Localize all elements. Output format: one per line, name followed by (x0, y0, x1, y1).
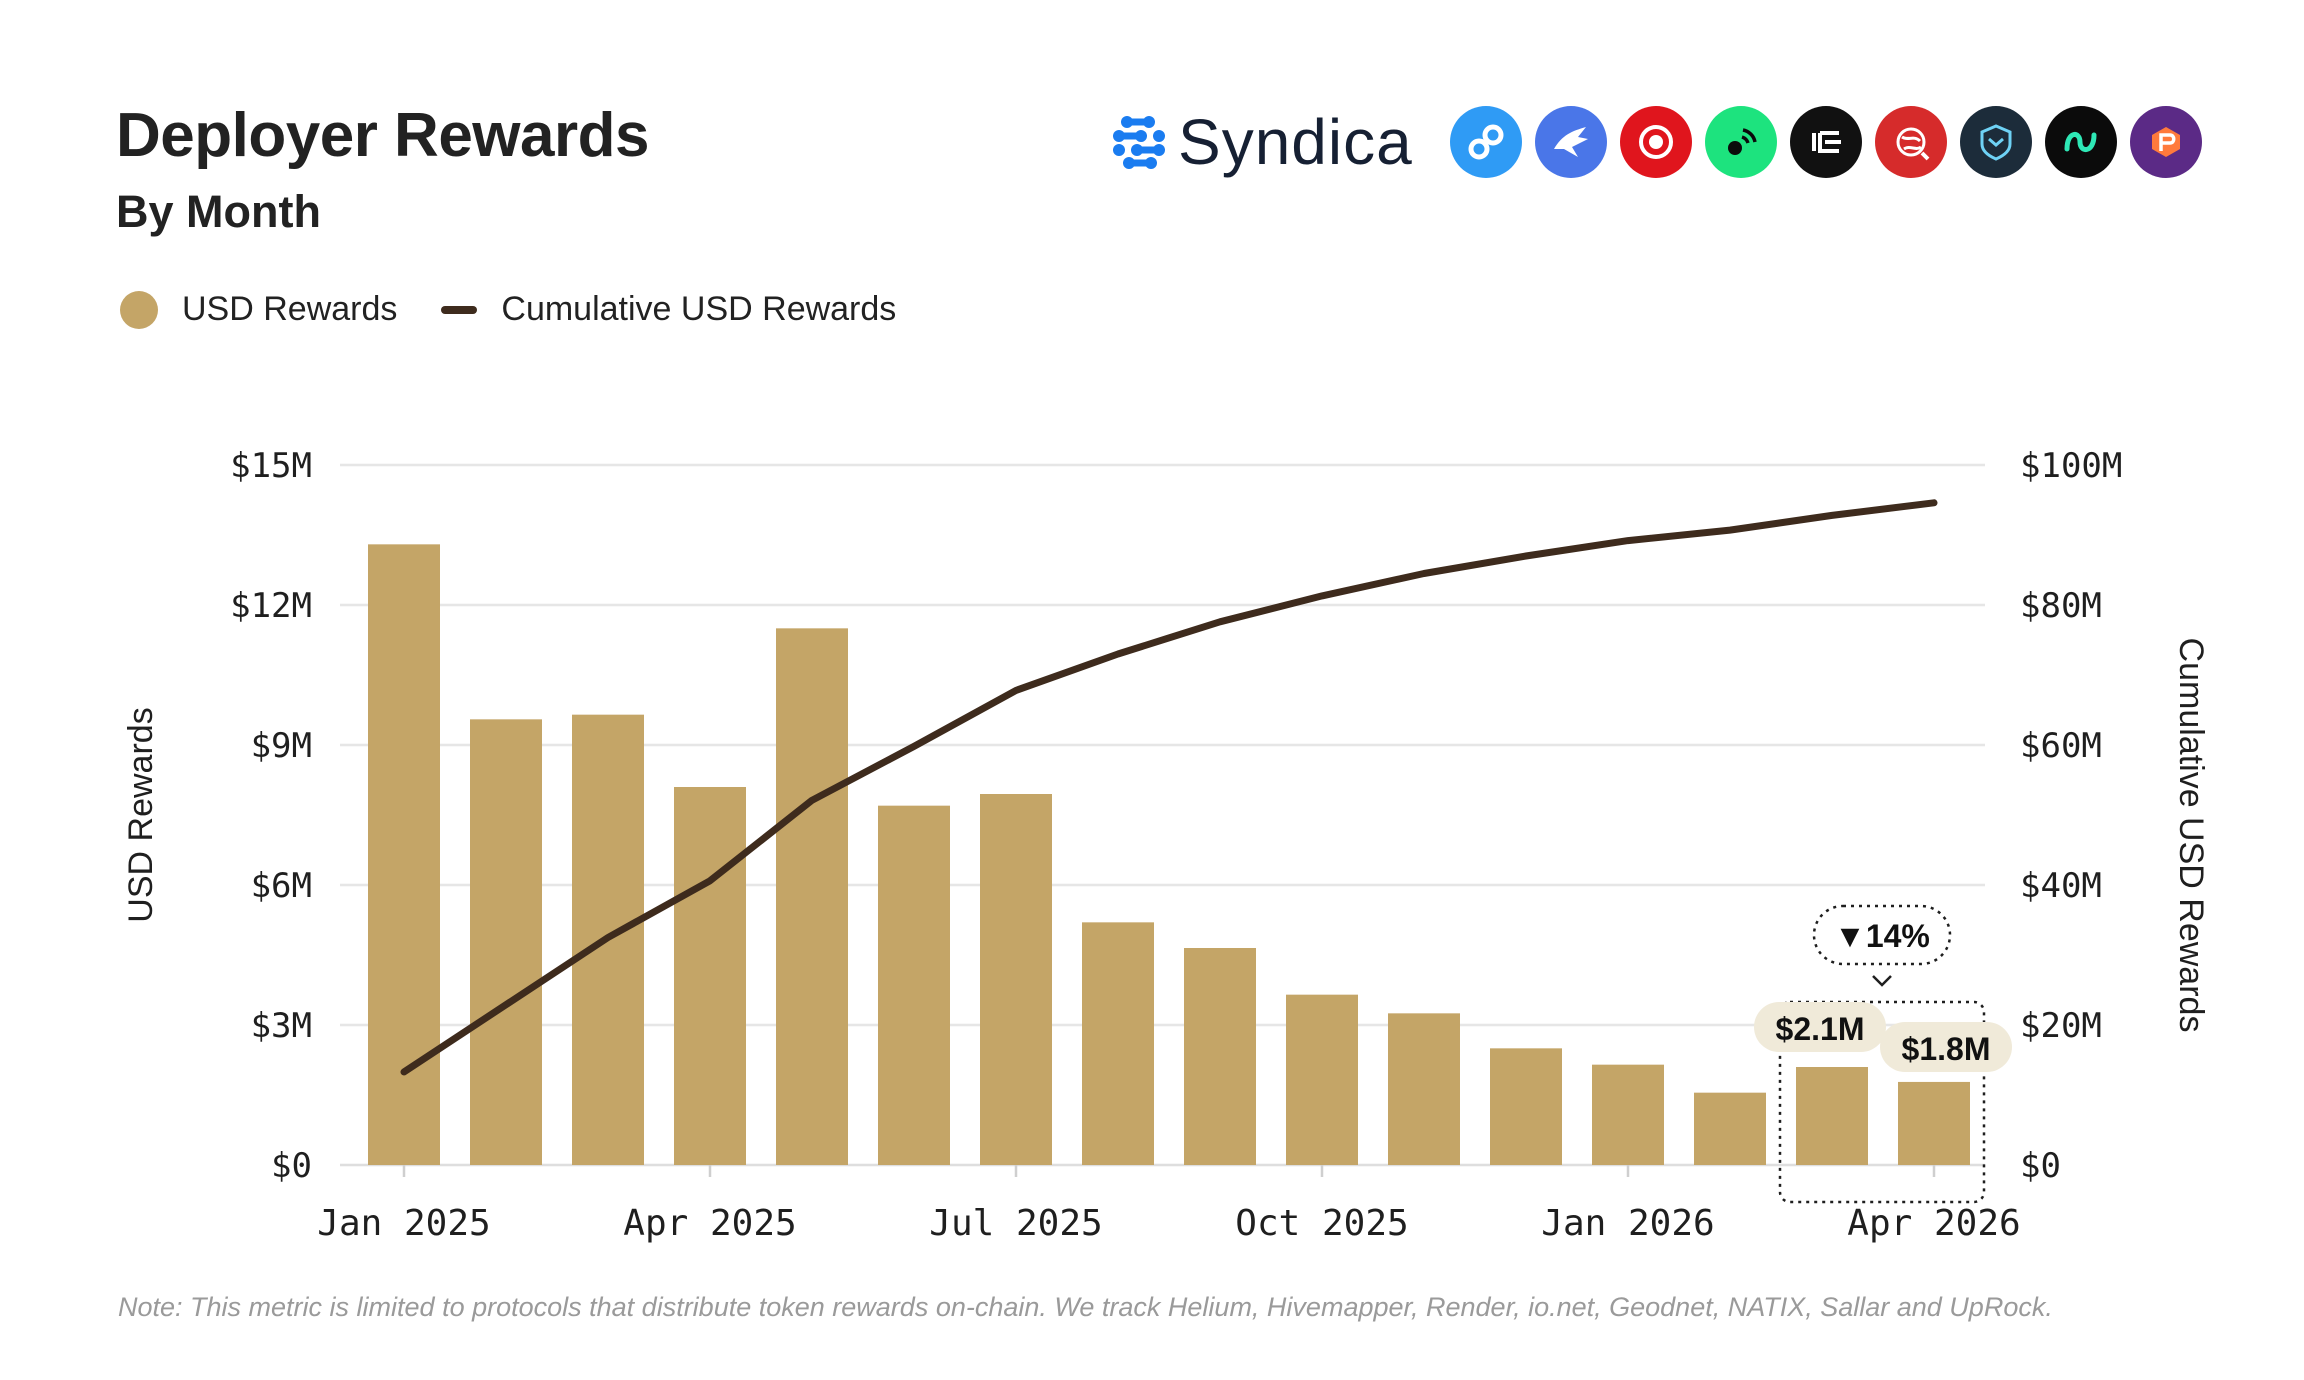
bar (1082, 922, 1154, 1165)
ionet-signal-icon (1705, 106, 1777, 178)
render-icon (1620, 106, 1692, 178)
bar (1388, 1013, 1460, 1165)
y-tick-label-right: $60M (2020, 726, 2102, 766)
value-label-apr-2026-bg (1880, 1022, 2012, 1072)
bar (1592, 1064, 1664, 1165)
y-tick-label-left: $3M (251, 1006, 312, 1046)
value-label-apr-2026: $1.8M (1902, 1031, 1991, 1067)
legend-label: USD Rewards (182, 290, 398, 328)
bar (1490, 1048, 1562, 1165)
y-tick-label-right: $100M (2020, 446, 2122, 486)
legend-label: Cumulative USD Rewards (501, 290, 897, 328)
geodnet-icon (1875, 106, 1947, 178)
y-tick-label-right: $80M (2020, 586, 2102, 626)
legend-item-usd-rewards: USD Rewards (120, 290, 397, 329)
value-label-mar-2026-bg (1754, 1002, 1886, 1052)
bar (1898, 1081, 1970, 1165)
x-tick-label: Jan 2025 (317, 1203, 490, 1244)
bar (1184, 948, 1256, 1165)
legend-swatch-line (441, 305, 478, 314)
y-tick-label-right: $0 (2020, 1146, 2061, 1186)
syndica-logo-icon (1113, 116, 1165, 169)
bar (980, 794, 1052, 1165)
hivemapper-icon (1535, 106, 1607, 178)
sallar-icon (2045, 106, 2117, 178)
y-tick-label-left: $6M (251, 866, 312, 906)
chart-subtitle: By Month (116, 186, 321, 237)
brand-name: Syndica (1178, 106, 1413, 178)
protocol-logos (1450, 106, 2202, 178)
y-axis-title-left: USD Rewards (122, 707, 160, 922)
chart-legend: USD Rewards Cumulative USD Rewards (120, 290, 922, 329)
y-tick-label-left: $15M (230, 446, 312, 486)
legend-swatch-dot (120, 290, 158, 329)
bar (1286, 994, 1358, 1165)
highlight-box (1778, 1000, 1986, 1204)
bar (776, 628, 848, 1165)
y-tick-label-right: $20M (2020, 1006, 2102, 1046)
syndica-brand: Syndica (1110, 104, 1413, 180)
natix-icon (1960, 106, 2032, 178)
y-tick-label-left: $9M (251, 726, 312, 766)
bar (1694, 1092, 1766, 1165)
cumulative-line (400, 499, 1938, 1076)
y-tick-label-left: $12M (230, 586, 312, 626)
x-tick-label: Jan 2026 (1541, 1203, 1714, 1244)
x-tick-label: Apr 2026 (1847, 1203, 2020, 1244)
value-label-mar-2026: $2.1M (1776, 1011, 1865, 1047)
ionet-icon (1790, 106, 1862, 178)
y-tick-label-right: $40M (2020, 866, 2102, 906)
change-badge (1812, 904, 1952, 966)
y-tick-label-left: $0 (271, 1146, 312, 1186)
x-tick-label: Jul 2025 (929, 1203, 1102, 1244)
legend-item-cumulative: Cumulative USD Rewards (441, 290, 896, 329)
chart-title: Deployer Rewards (116, 101, 650, 170)
helium-icon (1450, 106, 1522, 178)
y-axis-title-right: Cumulative USD Rewards (2172, 638, 2210, 1033)
bar (1796, 1067, 1868, 1165)
x-tick-label: Apr 2025 (623, 1203, 796, 1244)
bar (878, 805, 950, 1165)
change-chevron-icon (1872, 975, 1892, 987)
footnote: Note: This metric is limited to protocol… (118, 1292, 2053, 1322)
uprock-icon (2130, 106, 2202, 178)
bar (674, 787, 746, 1165)
bar (470, 719, 542, 1165)
x-tick-label: Oct 2025 (1235, 1203, 1408, 1244)
change-badge-label: ▼14% (1834, 918, 1930, 954)
bar (368, 544, 440, 1165)
